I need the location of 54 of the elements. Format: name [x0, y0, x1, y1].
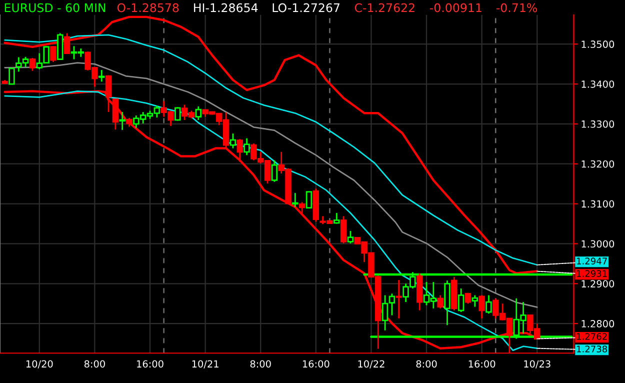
- candlestick: [334, 212, 340, 224]
- x-tick-label: 8:00: [250, 360, 271, 368]
- y-tick-label: 1.3200: [582, 160, 614, 168]
- candlestick: [236, 138, 243, 163]
- candlestick: [98, 69, 105, 82]
- candlestick: [271, 160, 278, 183]
- candlestick: [478, 294, 485, 320]
- candlestick: [486, 294, 492, 314]
- candlestick: [396, 279, 402, 320]
- x-tick-label: 10/20: [26, 360, 53, 368]
- x-tick-label: 8:00: [416, 360, 437, 368]
- candlestick: [347, 230, 354, 244]
- text: -0.00911: [430, 3, 482, 12]
- annotation: 1.2762: [577, 333, 607, 340]
- x-tick-label: 10/22: [358, 360, 384, 368]
- candlestick: [292, 192, 298, 208]
- chart-title: EURUSD - 60 MIN: [4, 3, 106, 12]
- y-tick-label: 1.3300: [582, 120, 614, 128]
- candlestick: [64, 32, 70, 54]
- candlestick: [174, 106, 181, 122]
- annotation: 1.2947: [577, 258, 607, 264]
- candlestick: [50, 45, 56, 63]
- y-tick-label: 1.3500: [582, 40, 614, 48]
- annotation: 1.2931: [577, 270, 607, 277]
- text: LO-1.27267: [272, 3, 340, 12]
- annotation: 1.2738: [577, 346, 608, 352]
- y-tick-label: 1.3000: [582, 240, 614, 248]
- candlestick: [472, 294, 478, 308]
- candlestick: [119, 111, 126, 131]
- candlestick: [8, 68, 15, 85]
- x-tick-label: 10/21: [192, 360, 218, 368]
- text: -0.71%: [496, 3, 537, 12]
- x-tick-label: 16:00: [468, 360, 496, 368]
- candlestick: [458, 288, 464, 313]
- x-tick-label: 16:00: [302, 360, 330, 368]
- text: C-1.27622: [354, 3, 414, 12]
- candlestick: [437, 294, 444, 310]
- x-tick-label: 16:00: [137, 360, 164, 368]
- y-tick-label: 1.3100: [582, 200, 614, 208]
- x-tick-label: 10/23: [524, 360, 550, 368]
- candlestick: [340, 215, 347, 244]
- x-tick-label: 8:00: [84, 360, 105, 368]
- candlestick: [230, 132, 236, 149]
- candlestick: [306, 191, 312, 208]
- candlestick: [244, 138, 250, 156]
- candlestick: [298, 202, 306, 214]
- candlestick: [195, 106, 202, 121]
- text: HI-1.28654: [194, 3, 258, 12]
- candlestick: [112, 98, 119, 130]
- text: O-1.28578: [117, 3, 179, 12]
- y-tick-label: 1.2900: [582, 280, 614, 288]
- candlestick: [29, 57, 36, 72]
- y-tick-label: 1.2800: [582, 320, 614, 328]
- y-tick-label: 1.3400: [582, 80, 614, 88]
